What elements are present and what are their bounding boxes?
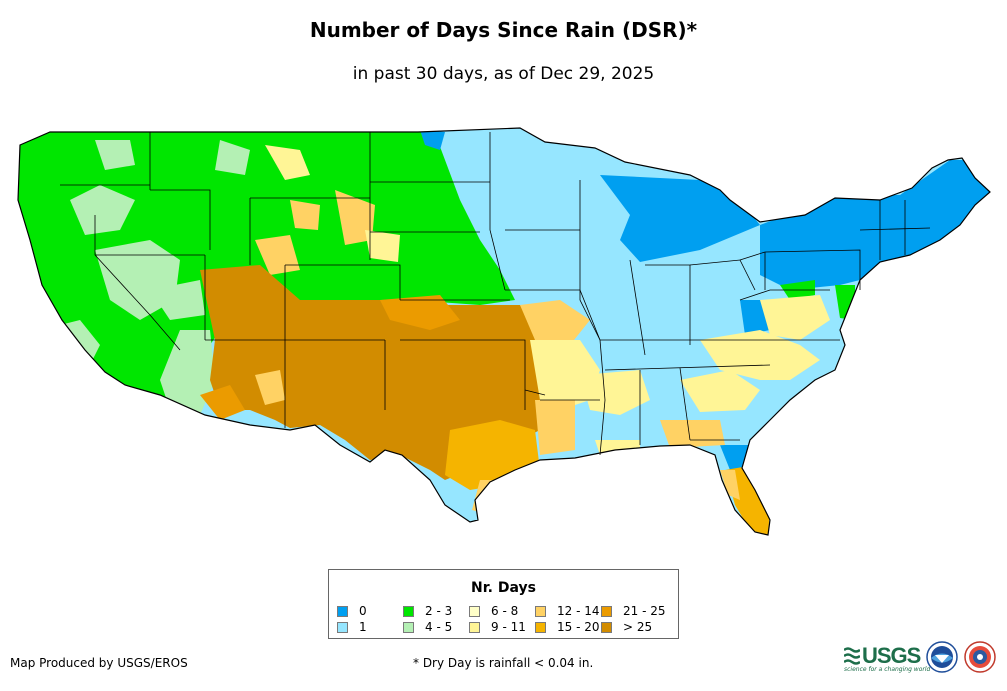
usgs-wordmark: USGS <box>862 643 921 668</box>
map-title: Number of Days Since Rain (DSR)* <box>309 18 698 42</box>
legend-label: 6 - 8 <box>491 604 519 618</box>
legend-item: 4 - 5 <box>403 620 452 634</box>
legend-title: Nr. Days <box>471 580 536 596</box>
map-credit: Map Produced by USGS/EROS <box>10 656 188 670</box>
legend-label: 21 - 25 <box>623 604 666 618</box>
legend-item: 0 <box>337 604 367 618</box>
us-dsr-map <box>17 127 991 536</box>
legend-label: 15 - 20 <box>557 620 600 634</box>
legend-swatch <box>601 605 612 617</box>
nws-seal-icon <box>964 641 996 673</box>
legend-swatch <box>469 605 480 617</box>
legend-item: 21 - 25 <box>601 604 666 618</box>
usgs-logo: USGS science for a changing world <box>844 643 930 673</box>
legend-item: 2 - 3 <box>403 604 452 618</box>
legend-label: 9 - 11 <box>491 620 526 634</box>
legend-label: 12 - 14 <box>557 604 600 618</box>
noaa-seal-icon <box>926 641 958 673</box>
legend-swatch <box>469 621 480 633</box>
legend-swatch <box>403 621 414 633</box>
legend: Nr. Days 0 1 2 - 3 4 - 5 6 - 8 9 - 11 12… <box>328 569 679 639</box>
footnote: * Dry Day is rainfall < 0.04 in. <box>413 656 594 670</box>
legend-swatch <box>403 605 414 617</box>
legend-swatch <box>535 605 546 617</box>
legend-label: 0 <box>359 604 367 618</box>
legend-swatch <box>337 621 348 633</box>
legend-label: 2 - 3 <box>425 604 453 618</box>
usgs-wave-icon <box>844 647 860 665</box>
map-subtitle: in past 30 days, as of Dec 29, 2025 <box>352 64 655 84</box>
legend-item: 15 - 20 <box>535 620 600 634</box>
legend-label: 1 <box>359 620 367 634</box>
legend-swatch <box>601 621 612 633</box>
legend-swatch <box>535 621 546 633</box>
legend-item: > 25 <box>601 620 652 634</box>
legend-item: 9 - 11 <box>469 620 526 634</box>
usgs-tagline: science for a changing world <box>844 666 931 673</box>
legend-item: 6 - 8 <box>469 604 518 618</box>
legend-item: 12 - 14 <box>535 604 600 618</box>
legend-label: 4 - 5 <box>425 620 453 634</box>
legend-item: 1 <box>337 620 367 634</box>
legend-label: > 25 <box>623 620 653 634</box>
state-borders <box>17 127 991 536</box>
legend-swatch <box>337 605 348 617</box>
